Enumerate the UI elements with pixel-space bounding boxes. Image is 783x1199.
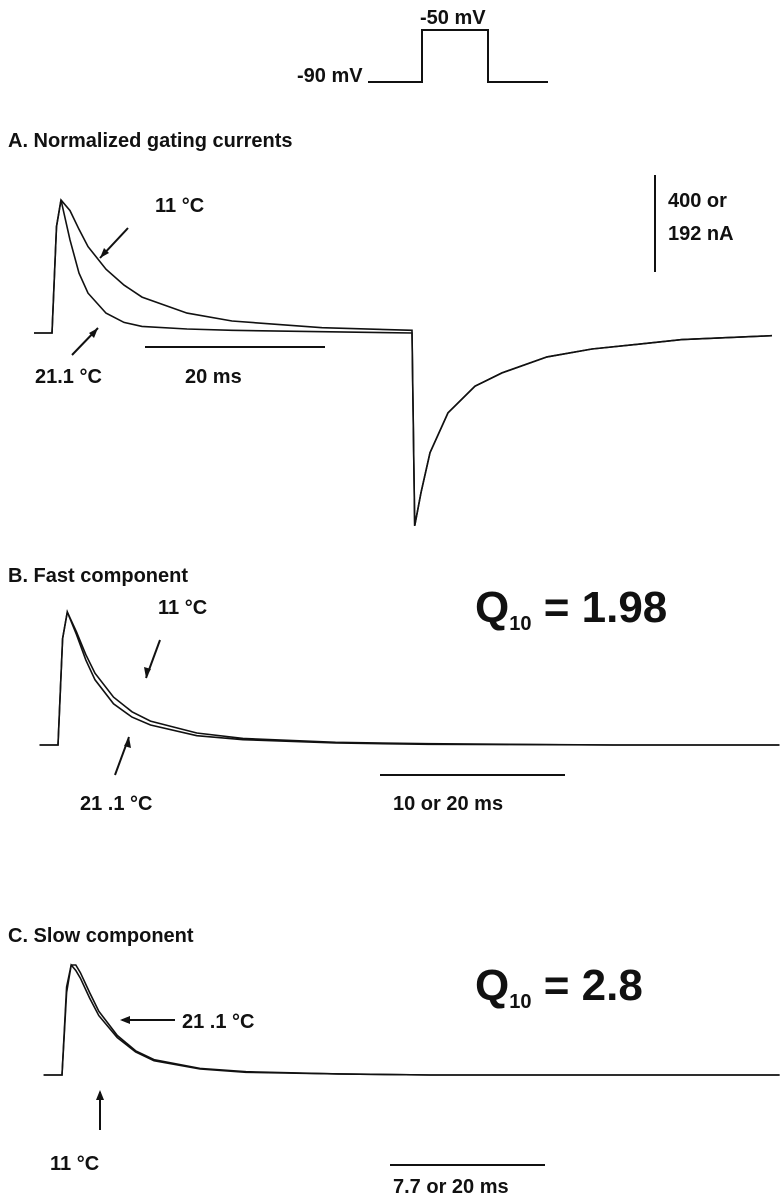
arrow-head-21c — [124, 737, 131, 748]
series-label-11c: 11 °C — [155, 195, 204, 217]
amplitude-scale-label-2: 192 nA — [668, 223, 734, 245]
amplitude-scale-label-1: 400 or — [668, 190, 727, 212]
trace-11-c — [43, 963, 780, 1076]
panel-b-title: B. Fast component — [8, 565, 188, 587]
time-scale-label: 10 or 20 ms — [393, 793, 503, 815]
arrow-head-21c — [120, 1016, 130, 1024]
panel-c: C. Slow component Q10 = 2.8 21 .1 °C 11 … — [8, 925, 780, 1198]
trace-21-1-c — [39, 609, 780, 746]
panel-a: A. Normalized gating currents 400 or 192… — [8, 130, 773, 527]
trace-21-1-c — [34, 199, 773, 527]
panel-c-title: C. Slow component — [8, 925, 194, 947]
arrow-head-11c — [144, 667, 151, 678]
arrow-head-11c — [96, 1090, 104, 1100]
panel-b: B. Fast component Q10 = 1.98 11 °C 21 .1… — [8, 565, 780, 815]
panel-a-title: A. Normalized gating currents — [8, 130, 293, 152]
series-label-11c: 11 °C — [50, 1153, 99, 1175]
protocol-step — [368, 29, 548, 83]
time-scale-label: 7.7 or 20 ms — [393, 1176, 509, 1198]
series-label-21c: 21.1 °C — [35, 366, 102, 388]
series-label-21c: 21 .1 °C — [80, 793, 152, 815]
voltage-protocol: -50 mV -90 mV — [297, 7, 548, 87]
arrow-head-21c — [89, 328, 98, 338]
q10-value: Q10 = 1.98 — [475, 583, 667, 635]
protocol-low-label: -90 mV — [297, 65, 363, 87]
q10-value: Q10 = 2.8 — [475, 961, 643, 1013]
series-label-11c: 11 °C — [158, 597, 207, 619]
protocol-high-label: -50 mV — [420, 7, 486, 29]
trace-11-c — [34, 198, 773, 527]
arrow-head-11c — [100, 248, 109, 258]
series-label-21c: 21 .1 °C — [182, 1011, 254, 1033]
time-scale-label: 20 ms — [185, 366, 242, 388]
